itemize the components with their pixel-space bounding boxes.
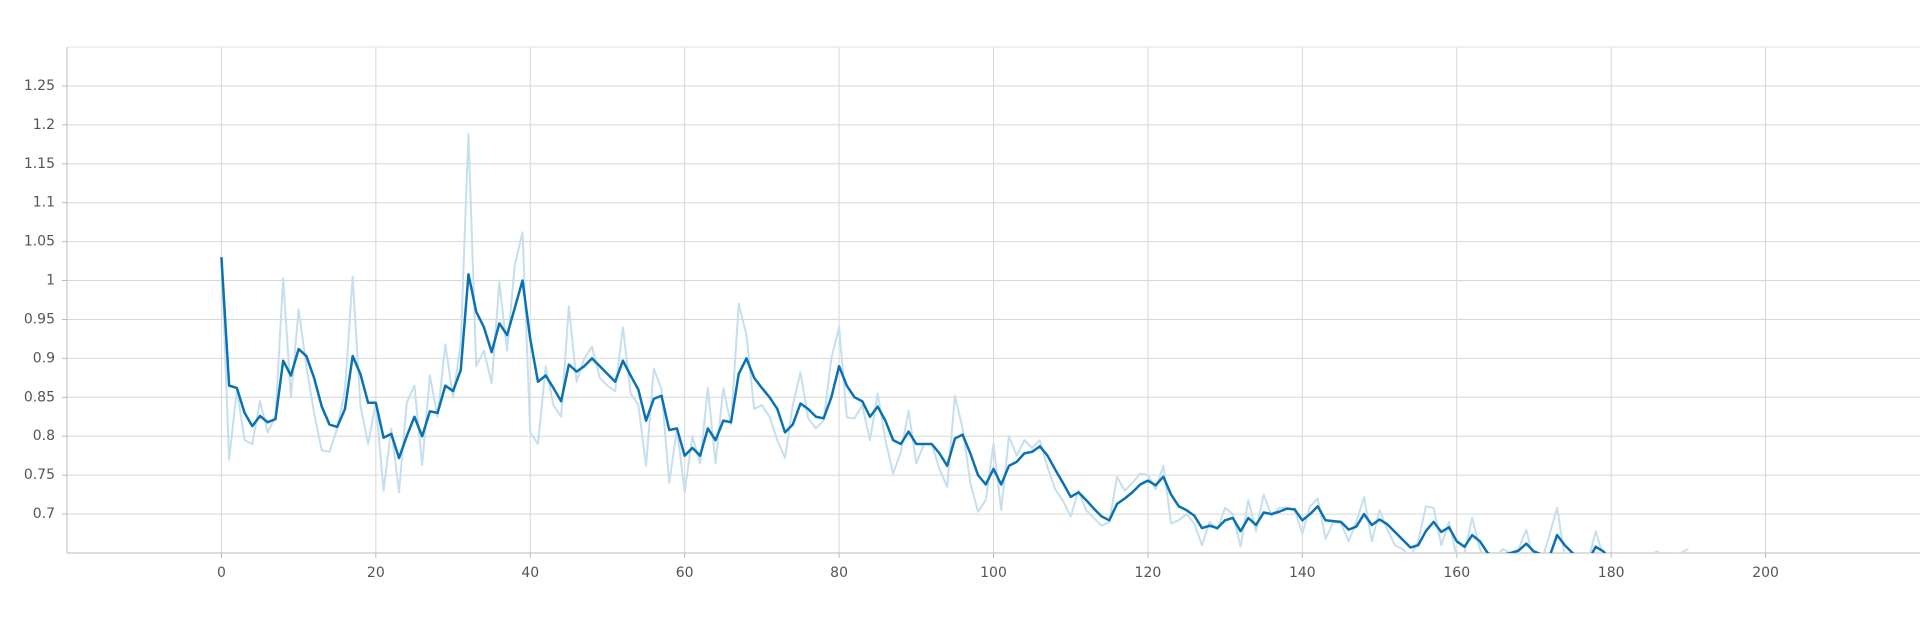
x-tick-label: 160	[1443, 565, 1470, 581]
x-tick-label: 60	[676, 565, 694, 581]
y-tick-label: 1.25	[24, 78, 55, 94]
plot-area	[220, 133, 1689, 553]
y-tick-label: 0.95	[24, 311, 55, 327]
tick-labels: 0.7 0.75 0.8 0.85 0.9 0.95 1 1.05 1.1 1.15 1.2 1.25…	[24, 78, 1779, 581]
x-tick-label: 180	[1598, 565, 1625, 581]
y-tick-label: 0.7	[33, 506, 55, 522]
y-tick-label: 1.15	[24, 156, 55, 172]
y-tick-label: 1.2	[33, 117, 55, 133]
y-tick-label: 0.8	[33, 428, 55, 444]
y-tick-label: 1.05	[24, 234, 55, 250]
y-tick-label: 0.9	[33, 350, 55, 366]
x-tick-label: 40	[521, 565, 539, 581]
x-tick-label: 120	[1135, 565, 1162, 581]
series-line	[220, 133, 1689, 553]
y-tick-label: 0.85	[24, 389, 55, 405]
y-tick-label: 0.75	[24, 467, 55, 483]
x-tick-label: 200	[1752, 565, 1779, 581]
y-tick-label: 1	[46, 273, 55, 289]
x-tick-label: 20	[367, 565, 385, 581]
x-tick-label: 0	[217, 565, 226, 581]
grid	[67, 47, 1920, 553]
series-line	[220, 257, 1607, 553]
x-tick-label: 100	[980, 565, 1007, 581]
x-tick-label: 140	[1289, 565, 1316, 581]
x-tick-label: 80	[830, 565, 848, 581]
y-tick-label: 1.1	[33, 195, 55, 211]
